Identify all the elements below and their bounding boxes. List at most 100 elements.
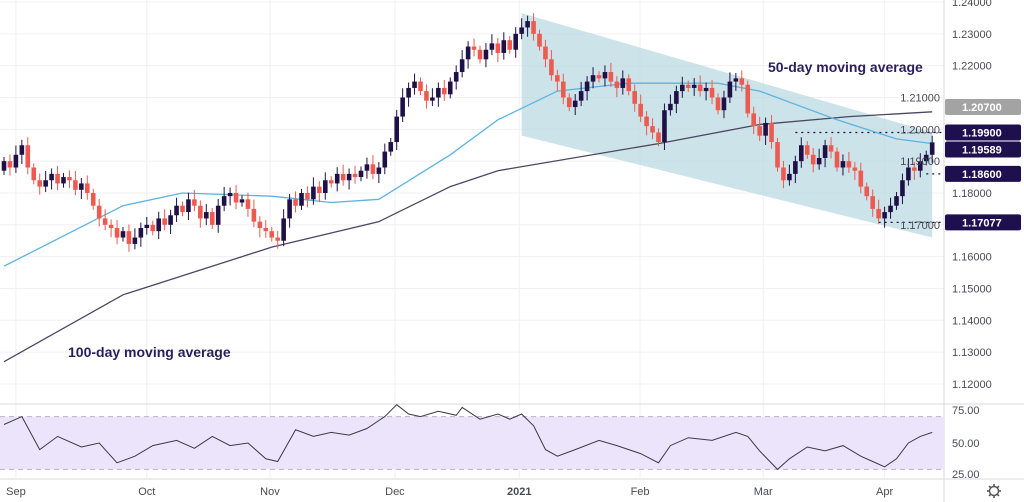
candle-body — [656, 132, 661, 143]
candle-body — [370, 164, 376, 174]
candle-body — [430, 97, 435, 101]
candle-body — [221, 196, 227, 206]
candle-body — [257, 221, 263, 228]
candle-body — [388, 142, 394, 152]
candle-body — [364, 164, 370, 171]
candle-body — [715, 97, 721, 111]
candle-body — [192, 199, 197, 206]
price-label-badge — [945, 214, 1021, 231]
gear-tooth — [996, 493, 1000, 497]
candle-body — [263, 227, 269, 232]
candle-body — [61, 177, 66, 184]
candle-body — [900, 180, 905, 197]
rsi-line — [3, 404, 933, 471]
candle-body — [912, 167, 917, 171]
candle-body — [209, 212, 215, 225]
price-label-badge — [945, 99, 1021, 116]
candle-body — [67, 177, 72, 181]
candle-body — [132, 237, 138, 244]
candle-body — [602, 72, 608, 79]
candle-body — [317, 186, 322, 193]
candle-body — [513, 33, 518, 50]
candle-body — [245, 199, 251, 209]
candle-body — [668, 103, 673, 111]
price-label-badge — [945, 165, 1021, 182]
candle-body — [626, 78, 632, 92]
candle-body — [763, 122, 768, 136]
price-axis-tick: 1.12000 — [952, 379, 992, 391]
candle-body — [465, 46, 471, 60]
price-axis-tick: 1.21000 — [900, 92, 940, 104]
candle-body — [418, 81, 423, 92]
candle-body — [816, 157, 822, 165]
candle-body — [531, 21, 536, 34]
candle-body — [775, 142, 780, 168]
candle-body — [73, 180, 78, 190]
candle-body — [739, 78, 745, 85]
rsi-axis-tick: 75.00 — [952, 405, 980, 417]
time-axis-tick: Feb — [631, 486, 650, 498]
candle-body — [37, 180, 42, 187]
candle-body — [1, 161, 7, 171]
candle-body — [340, 173, 346, 181]
candle-body — [346, 173, 352, 181]
price-label: 1.19900 — [962, 128, 1002, 140]
time-axis-tick: 2021 — [507, 486, 531, 498]
time-axis-tick: Dec — [385, 486, 405, 498]
candle-body — [929, 142, 935, 155]
price-axis-tick: 1.14000 — [952, 315, 992, 327]
candle-body — [757, 126, 762, 136]
price-axis-tick: 1.23000 — [952, 29, 992, 41]
candle-body — [311, 186, 316, 200]
candle-body — [596, 75, 602, 79]
time-axis-tick: Sep — [6, 486, 26, 498]
price-axis-tick: 1.17000 — [900, 220, 940, 232]
candle-body — [459, 59, 465, 73]
candle-body — [751, 113, 756, 127]
candle-body — [525, 21, 530, 28]
candle-body — [495, 43, 501, 53]
candle-body — [126, 231, 132, 244]
candle-body — [299, 192, 304, 206]
ma100-line — [3, 111, 933, 363]
price-label: 1.20700 — [962, 102, 1002, 114]
candle-body — [650, 126, 655, 133]
candle-body — [328, 180, 334, 184]
candle-body — [769, 122, 774, 143]
candle-body — [787, 173, 792, 181]
price-axis-tick: 1.18000 — [952, 188, 992, 200]
candle-body — [233, 192, 239, 203]
candle-body — [703, 87, 709, 92]
candle-body — [55, 173, 60, 184]
candle-body — [644, 116, 649, 127]
candle-body — [43, 180, 48, 187]
candle-body — [424, 91, 429, 101]
candle-body — [923, 154, 929, 162]
candle-body — [453, 72, 459, 82]
price-label: 1.19589 — [962, 145, 1002, 157]
candle-body — [572, 100, 578, 108]
gear-tooth — [988, 485, 992, 489]
candle-body — [834, 151, 840, 168]
candle-body — [876, 208, 881, 219]
ma100-annotation: 100-day moving average — [68, 344, 231, 360]
candle-body — [293, 199, 298, 206]
candle-body — [894, 196, 899, 206]
candle-body — [7, 161, 13, 168]
candle-body — [870, 196, 875, 209]
candle-body — [394, 116, 399, 143]
candle-body — [287, 199, 292, 219]
candle-body — [745, 84, 751, 114]
candle-body — [376, 167, 382, 174]
candle-body — [90, 192, 96, 206]
candle-body — [180, 205, 185, 213]
settings-gear-icon[interactable] — [987, 484, 1001, 498]
candle-body — [674, 91, 679, 104]
candle-body — [864, 186, 870, 197]
candle-body — [906, 167, 911, 181]
candle-body — [204, 212, 209, 219]
ma50-annotation: 50-day moving average — [768, 59, 923, 75]
candle-body — [727, 81, 733, 98]
candle-body — [614, 81, 620, 88]
